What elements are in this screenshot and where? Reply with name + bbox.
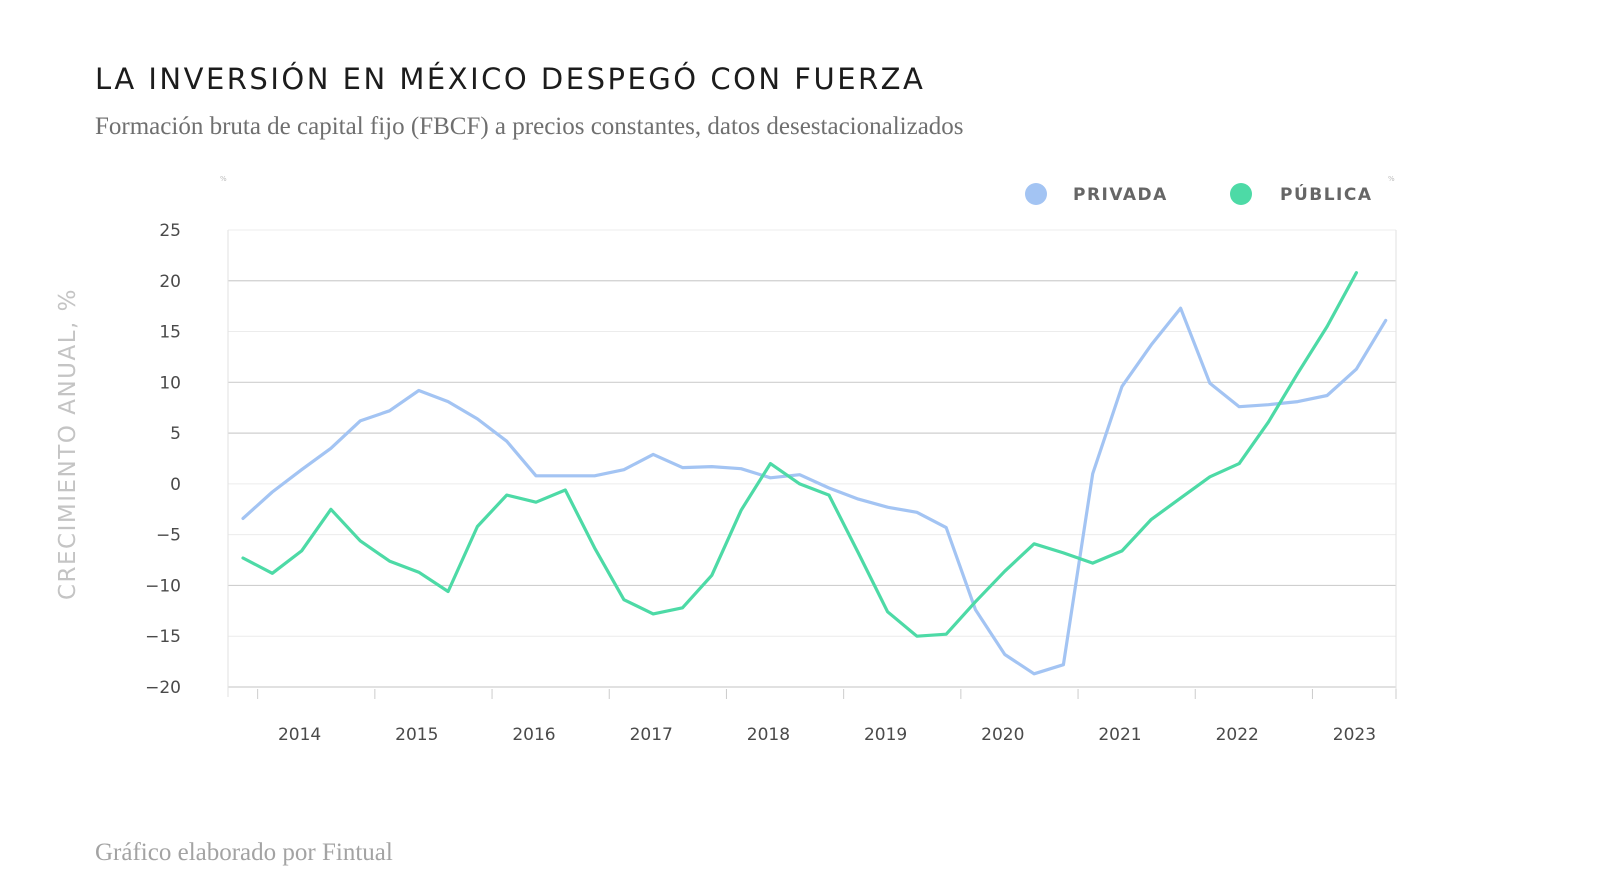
legend: PRIVADA PÚBLICA <box>1025 183 1373 205</box>
legend-marker-privada <box>1025 183 1047 205</box>
footer-credit: Gráfico elaborado por Fintual <box>95 839 393 866</box>
x-tick-label: 2014 <box>278 725 321 745</box>
y-tick-labels: 25 20 15 10 5 0 −5 −10 −15 −20 <box>145 221 181 698</box>
chart-subtitle: Formación bruta de capital fijo (FBCF) a… <box>95 113 964 140</box>
y-axis-label: CRECIMIENTO ANUAL, % <box>55 288 81 600</box>
y-tick-label: 20 <box>159 272 181 292</box>
y-tick-label: 25 <box>159 221 181 241</box>
chart-title: LA INVERSIÓN EN MÉXICO DESPEGÓ CON FUERZ… <box>95 62 926 96</box>
axes <box>227 230 1397 699</box>
series-lines <box>241 271 1388 676</box>
x-tick-label: 2016 <box>512 725 555 745</box>
corner-mark-left: % <box>220 175 227 183</box>
y-tick-label: 15 <box>159 323 181 343</box>
x-tick-label: 2015 <box>395 725 438 745</box>
y-tick-label: −5 <box>156 526 181 546</box>
series-line-publica <box>241 271 1358 638</box>
x-tick-label: 2020 <box>981 725 1024 745</box>
legend-label-publica: PÚBLICA <box>1280 183 1373 205</box>
y-tick-label: 5 <box>170 424 181 444</box>
x-tick-label: 2021 <box>1098 725 1141 745</box>
grid <box>228 229 1396 688</box>
y-tick-label: −15 <box>145 627 181 647</box>
x-tick-labels: 2014 2015 2016 2017 2018 2019 2020 2021 2022 2023 <box>278 725 1376 745</box>
y-tick-label: −20 <box>145 678 181 698</box>
legend-label-privada: PRIVADA <box>1073 185 1168 205</box>
corner-mark-right: % <box>1388 175 1395 183</box>
y-tick-label: −10 <box>145 576 181 596</box>
x-tick-label: 2019 <box>864 725 907 745</box>
y-tick-label: 0 <box>170 475 181 495</box>
legend-marker-publica <box>1230 183 1252 205</box>
y-tick-label: 10 <box>159 373 181 393</box>
x-tick-label: 2023 <box>1333 725 1376 745</box>
x-tick-label: 2017 <box>630 725 673 745</box>
x-tick-label: 2022 <box>1216 725 1259 745</box>
x-tick-label: 2018 <box>747 725 790 745</box>
series-line-privada <box>241 306 1388 676</box>
